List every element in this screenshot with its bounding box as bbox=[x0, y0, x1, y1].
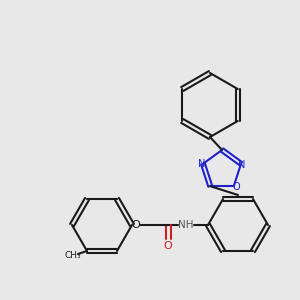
Text: O: O bbox=[233, 182, 241, 192]
Text: NH: NH bbox=[178, 220, 194, 230]
Text: CH₃: CH₃ bbox=[65, 251, 81, 260]
Text: O: O bbox=[164, 241, 172, 251]
Text: N: N bbox=[238, 160, 246, 170]
Text: N: N bbox=[198, 159, 206, 169]
Text: O: O bbox=[132, 220, 140, 230]
